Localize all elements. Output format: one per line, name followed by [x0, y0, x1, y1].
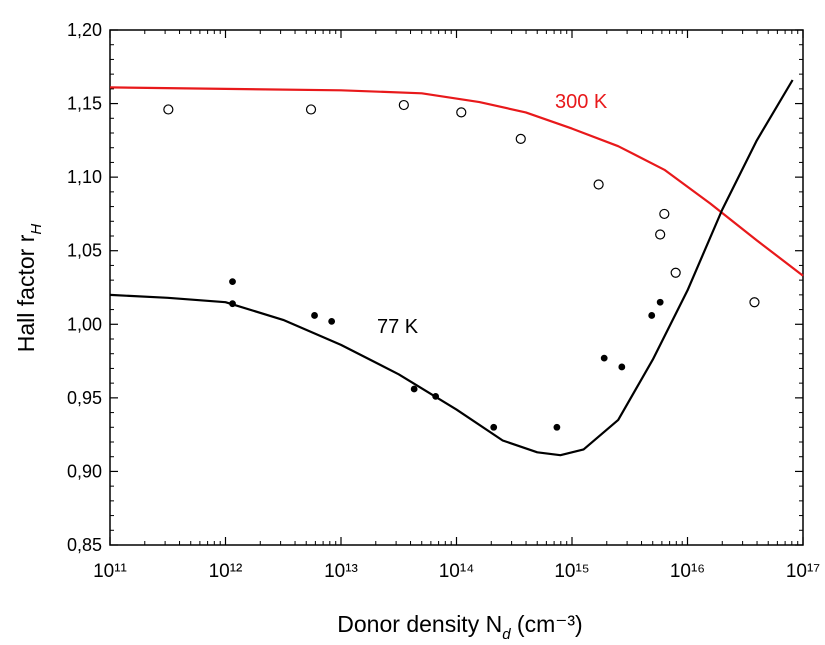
- x-label-main: Donor density N: [337, 611, 502, 637]
- filled-marker: [601, 355, 607, 361]
- x-tick-label: 10¹³: [324, 561, 358, 582]
- filled-marker: [619, 364, 625, 370]
- y-label-main: Hall factor r: [13, 234, 39, 352]
- open-marker: [660, 209, 669, 218]
- filled-marker: [312, 313, 318, 319]
- filled-marker: [329, 319, 335, 325]
- filled-marker: [433, 394, 439, 400]
- filled-marker: [230, 279, 236, 285]
- open-marker: [399, 101, 408, 110]
- x-tick-label: 10¹²: [209, 561, 243, 582]
- chart: Donor density Nd (cm⁻³) Hall factor rH 0…: [0, 0, 825, 640]
- y-tick-label: 1,15: [67, 94, 102, 114]
- y-tick-label: 1,00: [67, 314, 102, 334]
- open-marker: [164, 105, 173, 114]
- filled-marker: [491, 424, 497, 430]
- x-tick-label: 10¹⁶: [670, 561, 705, 582]
- open-marker: [516, 134, 525, 143]
- open-marker: [307, 105, 316, 114]
- filled-marker: [411, 386, 417, 392]
- y-tick-label: 0,95: [67, 388, 102, 408]
- filled-marker: [657, 299, 663, 305]
- x-tick-label: 10¹⁵: [554, 561, 589, 582]
- annotation: 300 K: [555, 91, 608, 113]
- y-label-sub: H: [28, 224, 45, 235]
- y-tick-label: 0,85: [67, 535, 102, 555]
- open-marker: [671, 268, 680, 277]
- open-marker: [457, 108, 466, 117]
- x-tick-label: 10¹⁷: [786, 561, 820, 582]
- open-marker: [750, 298, 759, 307]
- open-marker: [656, 230, 665, 239]
- y-tick-label: 0,90: [67, 461, 102, 481]
- x-tick-label: 10¹¹: [93, 561, 127, 582]
- filled-marker: [554, 424, 560, 430]
- x-axis-label: Donor density Nd (cm⁻³): [337, 611, 582, 640]
- y-tick-label: 1,05: [67, 241, 102, 261]
- x-tick-label: 10¹⁴: [439, 561, 475, 582]
- y-tick-label: 1,10: [67, 167, 102, 187]
- x-label-tail: (cm⁻³): [511, 611, 583, 637]
- page: Donor density Nd (cm⁻³) Hall factor rH 0…: [0, 0, 825, 645]
- annotation: 77 K: [377, 316, 419, 338]
- y-tick-label: 1,20: [67, 20, 102, 40]
- filled-marker: [649, 313, 655, 319]
- filled-marker: [230, 301, 236, 307]
- open-marker: [594, 180, 603, 189]
